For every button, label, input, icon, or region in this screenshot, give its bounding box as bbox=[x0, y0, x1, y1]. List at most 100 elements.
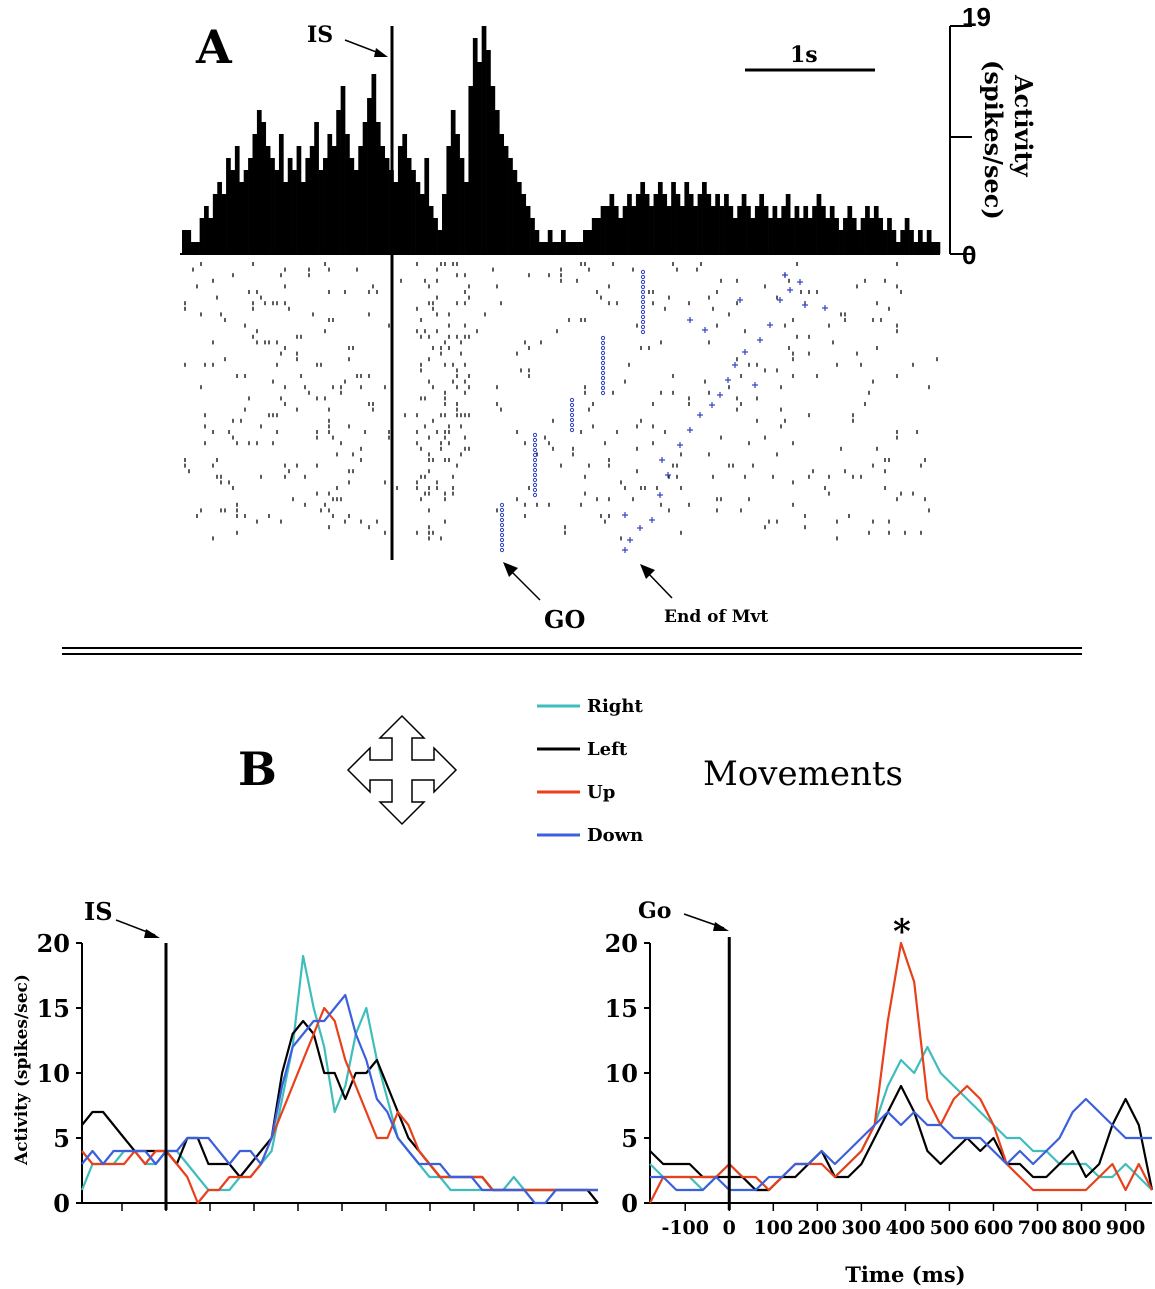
x-tick-label: 800 bbox=[1062, 1217, 1102, 1239]
histogram-bar bbox=[270, 158, 275, 254]
go-marker bbox=[532, 452, 538, 458]
histogram-bar bbox=[402, 134, 408, 254]
go-marker bbox=[532, 467, 538, 473]
go-marker bbox=[532, 457, 538, 463]
histogram-bar bbox=[362, 122, 368, 254]
go-marker bbox=[640, 269, 646, 275]
histogram-bar bbox=[675, 194, 681, 254]
histogram-bar bbox=[561, 230, 566, 254]
go-marker bbox=[499, 537, 505, 543]
right-chart-xlabel: Time (ms) bbox=[845, 1262, 965, 1287]
histogram-bar bbox=[931, 242, 936, 254]
histogram-bar bbox=[274, 170, 280, 254]
histogram-bar bbox=[375, 122, 381, 254]
panel-b-label: B bbox=[238, 742, 277, 796]
histogram-bar bbox=[807, 218, 813, 254]
histogram-bar bbox=[622, 206, 628, 254]
histogram-bar bbox=[574, 242, 579, 254]
x-tick-label: 400 bbox=[886, 1217, 926, 1239]
spike-raster bbox=[184, 262, 938, 541]
histogram-bar bbox=[186, 230, 192, 254]
histogram-bar bbox=[182, 230, 187, 254]
go-marker bbox=[532, 462, 538, 468]
go-marker bbox=[499, 542, 505, 548]
histogram-bar bbox=[450, 110, 456, 254]
histogram-bar bbox=[856, 230, 861, 254]
histogram-bar bbox=[226, 158, 231, 254]
significance-asterisk: * bbox=[893, 912, 911, 952]
go-marker bbox=[499, 532, 505, 538]
histogram-bar bbox=[556, 242, 562, 254]
histogram-bar bbox=[349, 158, 355, 254]
legend-label-down: Down bbox=[587, 825, 643, 846]
histogram-bar bbox=[212, 194, 218, 254]
histogram-bar bbox=[371, 74, 377, 254]
legend-label-up: Up bbox=[587, 782, 615, 803]
histogram-bar bbox=[596, 218, 601, 254]
go-marker bbox=[532, 492, 538, 498]
go-marker bbox=[532, 437, 538, 443]
x-tick-label: 300 bbox=[842, 1217, 882, 1239]
histogram-bar bbox=[486, 50, 491, 254]
histogram-bar bbox=[261, 122, 267, 254]
histogram-bar bbox=[631, 206, 637, 254]
four-way-arrow-icon bbox=[346, 714, 458, 826]
histogram-bar bbox=[442, 194, 447, 254]
right-event-arrowhead bbox=[713, 922, 729, 931]
histogram-bar bbox=[419, 194, 425, 254]
histogram-bar bbox=[935, 242, 941, 254]
histogram-bar bbox=[256, 110, 262, 254]
go-marker bbox=[499, 502, 505, 508]
go-marker bbox=[569, 397, 575, 403]
histogram-bar bbox=[759, 194, 765, 254]
histogram-bar bbox=[693, 206, 698, 254]
go-marker bbox=[600, 350, 606, 356]
histogram-bar bbox=[415, 182, 421, 254]
histogram-bar bbox=[697, 194, 703, 254]
histogram-bar bbox=[204, 206, 209, 254]
histogram-bar bbox=[772, 206, 778, 254]
histogram-bar bbox=[283, 182, 289, 254]
histogram-bar bbox=[305, 158, 311, 254]
ytick-label-bottom: 0 bbox=[962, 240, 976, 270]
histogram-ylabel-1: Activity bbox=[1009, 74, 1038, 178]
go-marker bbox=[600, 340, 606, 346]
histogram-bar bbox=[472, 38, 478, 254]
histogram-bar bbox=[847, 206, 853, 254]
histogram-bar bbox=[834, 218, 839, 254]
histogram-bar bbox=[292, 170, 297, 254]
histogram-bar bbox=[252, 134, 258, 254]
histogram-ylabel-2: (spikes/sec) bbox=[979, 60, 1008, 220]
histogram-bar bbox=[424, 158, 430, 254]
histogram-bar bbox=[481, 26, 487, 254]
histogram-bar bbox=[627, 194, 632, 254]
histogram-bar bbox=[790, 218, 795, 254]
histogram-bar bbox=[794, 206, 800, 254]
go-marker bbox=[600, 365, 606, 371]
histogram-bar bbox=[754, 206, 760, 254]
histogram-bar bbox=[552, 242, 557, 254]
histogram-bar bbox=[393, 182, 399, 254]
histogram-bar bbox=[327, 134, 333, 254]
histogram-bar bbox=[605, 206, 610, 254]
histogram-bar bbox=[913, 242, 919, 254]
go-marker bbox=[640, 274, 646, 280]
histogram-bar bbox=[750, 218, 756, 254]
histogram-bar bbox=[587, 230, 593, 254]
x-tick-label: 200 bbox=[797, 1217, 837, 1239]
histogram-bar bbox=[776, 218, 782, 254]
end-mvt-arrowhead bbox=[640, 564, 655, 579]
legend-label-right: Right bbox=[587, 696, 643, 717]
histogram-bar bbox=[569, 242, 575, 254]
chart-right-go-aligned: 0 5 10 15 20 -100 0 100 200 300 400 500 600 700 800 900… bbox=[605, 929, 1154, 1287]
histogram-bar bbox=[494, 110, 500, 254]
x-tick-label: 900 bbox=[1106, 1217, 1146, 1239]
go-marker bbox=[640, 284, 646, 290]
x-tick-label: 0 bbox=[723, 1217, 736, 1239]
histogram-bar bbox=[746, 206, 751, 254]
histogram-bar bbox=[318, 170, 324, 254]
histogram-bar bbox=[812, 206, 817, 254]
histogram-bar bbox=[724, 194, 729, 254]
histogram-bar bbox=[715, 194, 720, 254]
histogram-bar bbox=[525, 206, 531, 254]
